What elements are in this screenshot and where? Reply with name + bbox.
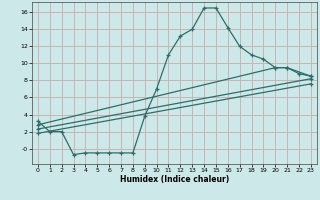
X-axis label: Humidex (Indice chaleur): Humidex (Indice chaleur) xyxy=(120,175,229,184)
